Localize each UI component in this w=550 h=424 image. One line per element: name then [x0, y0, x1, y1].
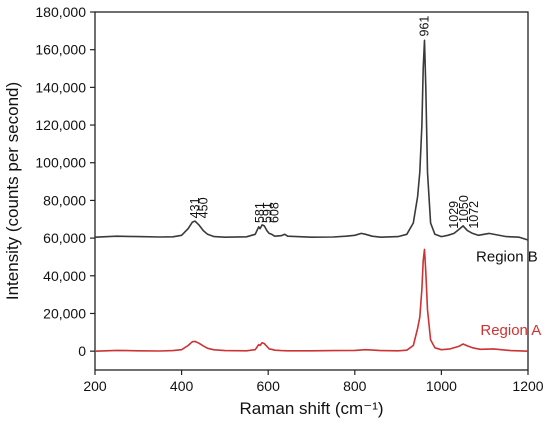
y-tick-label: 160,000 [35, 42, 86, 58]
y-tick-label: 0 [78, 343, 86, 359]
peak-label: 1050 [457, 195, 471, 223]
y-tick-label: 80,000 [43, 192, 86, 208]
series-line-region-a [94, 248, 529, 352]
series-label-region-a: Region A [480, 322, 541, 339]
y-tick-label: 60,000 [43, 230, 86, 246]
x-tick-label: 400 [170, 378, 194, 394]
x-tick-label: 1200 [512, 378, 543, 394]
x-tick-label: 600 [257, 378, 281, 394]
peak-label: 450 [197, 197, 211, 218]
peak-label: 1029 [447, 201, 461, 229]
y-tick-label: 100,000 [35, 155, 86, 171]
peak-label: 591 [260, 202, 274, 223]
y-tick-label: 20,000 [43, 305, 86, 321]
y-tick-label: 140,000 [35, 79, 86, 95]
x-tick-label: 1000 [426, 378, 457, 394]
plot-frame [94, 11, 529, 371]
peak-label: 608 [267, 202, 281, 223]
peak-label: 431 [188, 197, 202, 218]
y-tick-label: 120,000 [35, 117, 86, 133]
peak-label: 961 [418, 16, 432, 37]
y-tick-label: 180,000 [35, 4, 86, 20]
x-axis-title: Raman shift (cm⁻¹) [239, 399, 383, 418]
peak-label: 1072 [467, 201, 481, 229]
y-tick-label: 40,000 [43, 268, 86, 284]
x-tick-label: 200 [83, 378, 107, 394]
y-axis-title: Intensity (counts per second) [3, 82, 22, 300]
series-label-region-b: Region B [476, 249, 538, 266]
peak-label: 581 [253, 202, 267, 223]
x-tick-label: 800 [343, 378, 367, 394]
series-line-region-b [94, 39, 529, 241]
